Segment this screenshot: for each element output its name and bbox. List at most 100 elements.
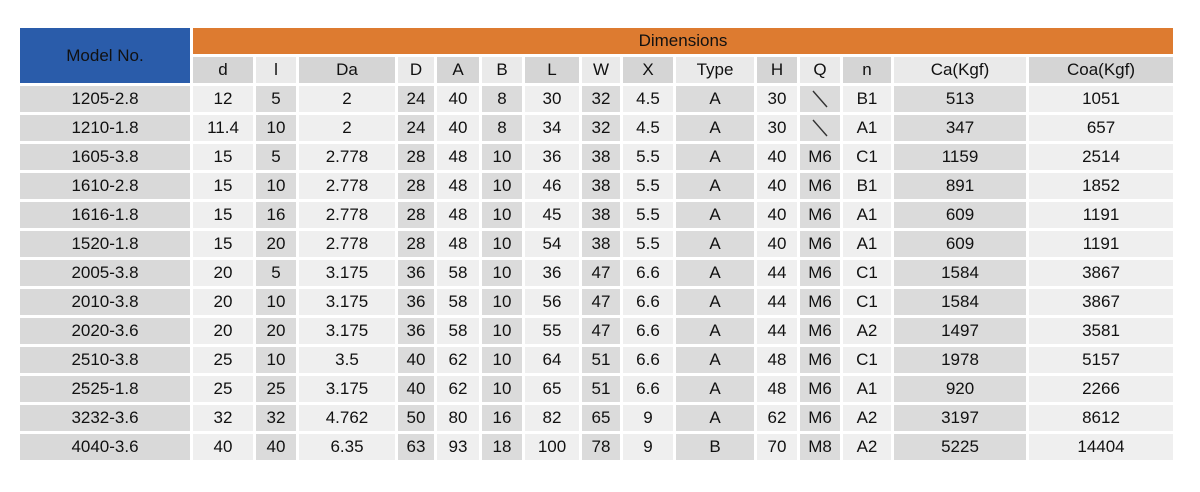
cell-a: 48 [437,202,479,228]
cell-cakgf: 609 [894,202,1026,228]
cell-l: 40 [256,434,296,460]
column-header-l: L [525,57,579,83]
table-row: 1605-3.8 15 5 2.778 28 48 10 36 38 5.5 A 40 M6 C1 1159… [20,144,1173,170]
table-row: 1616-1.8 15 16 2.778 28 48 10 45 38 5.5 A 40 M6 A1 609… [20,202,1173,228]
cell-d: 63 [398,434,434,460]
cell-q: M6 [800,202,840,228]
cell-h: 62 [757,405,797,431]
no-value-slash-icon [812,90,828,108]
cell-l: 56 [525,289,579,315]
cell-a: 48 [437,231,479,257]
column-header-x: X [623,57,673,83]
table-row: 1520-1.8 15 20 2.778 28 48 10 54 38 5.5 A 40 M6 A1 609… [20,231,1173,257]
cell-d: 24 [398,115,434,141]
cell-h: 44 [757,260,797,286]
cell-b: 10 [482,260,522,286]
cell-type: A [676,115,754,141]
model-no-cell: 1205-2.8 [20,86,190,112]
cell-a: 48 [437,144,479,170]
cell-coakgf: 1852 [1029,173,1173,199]
cell-cakgf: 609 [894,231,1026,257]
column-header-coakgf: Coa(Kgf) [1029,57,1173,83]
cell-b: 10 [482,144,522,170]
column-header-type: Type [676,57,754,83]
cell-l: 16 [256,202,296,228]
cell-n: A2 [843,405,891,431]
cell-h: 44 [757,318,797,344]
cell-a: 93 [437,434,479,460]
cell-q: M6 [800,144,840,170]
model-no-cell: 2510-3.8 [20,347,190,373]
cell-b: 10 [482,202,522,228]
model-no-cell: 4040-3.6 [20,434,190,460]
cell-d: 15 [193,173,253,199]
model-no-header: Model No. [20,28,190,83]
model-no-cell: 1610-2.8 [20,173,190,199]
cell-cakgf: 5225 [894,434,1026,460]
cell-a: 40 [437,115,479,141]
cell-type: A [676,144,754,170]
cell-h: 40 [757,144,797,170]
model-no-cell: 2005-3.8 [20,260,190,286]
cell-coakgf: 5157 [1029,347,1173,373]
cell-x: 6.6 [623,318,673,344]
cell-x: 6.6 [623,289,673,315]
cell-q: M6 [800,405,840,431]
cell-a: 58 [437,260,479,286]
cell-n: A2 [843,434,891,460]
cell-l: 5 [256,144,296,170]
cell-d: 32 [193,405,253,431]
cell-q: M6 [800,173,840,199]
cell-l: 36 [525,144,579,170]
cell-q: M8 [800,434,840,460]
cell-l: 10 [256,173,296,199]
cell-w: 51 [582,347,620,373]
cell-a: 62 [437,376,479,402]
cell-da: 4.762 [299,405,395,431]
cell-da: 2.778 [299,173,395,199]
cell-n: A1 [843,231,891,257]
cell-b: 10 [482,173,522,199]
cell-w: 47 [582,318,620,344]
cell-da: 3.175 [299,260,395,286]
cell-x: 6.6 [623,347,673,373]
cell-h: 70 [757,434,797,460]
cell-type: A [676,405,754,431]
cell-d: 24 [398,86,434,112]
table-row: 2020-3.6 20 20 3.175 36 58 10 55 47 6.6 A 44 M6 A2 149… [20,318,1173,344]
cell-x: 5.5 [623,144,673,170]
cell-l: 82 [525,405,579,431]
cell-x: 5.5 [623,202,673,228]
model-no-cell: 1605-3.8 [20,144,190,170]
cell-h: 40 [757,231,797,257]
cell-l: 100 [525,434,579,460]
cell-q: M6 [800,231,840,257]
cell-n: A1 [843,202,891,228]
cell-l: 20 [256,318,296,344]
cell-type: A [676,202,754,228]
model-no-cell: 3232-3.6 [20,405,190,431]
cell-d: 20 [193,260,253,286]
cell-d: 50 [398,405,434,431]
no-value-slash-icon [812,119,828,137]
dimensions-header: Dimensions [193,28,1173,54]
cell-q: M6 [800,347,840,373]
cell-h: 48 [757,347,797,373]
cell-x: 4.5 [623,115,673,141]
cell-da: 3.175 [299,318,395,344]
cell-n: B1 [843,173,891,199]
cell-d: 25 [193,347,253,373]
column-header-da: Da [299,57,395,83]
cell-coakgf: 8612 [1029,405,1173,431]
cell-type: A [676,376,754,402]
cell-d: 36 [398,318,434,344]
cell-da: 2 [299,115,395,141]
cell-w: 65 [582,405,620,431]
cell-x: 4.5 [623,86,673,112]
cell-coakgf: 2514 [1029,144,1173,170]
cell-w: 32 [582,86,620,112]
cell-w: 38 [582,173,620,199]
cell-d: 15 [193,231,253,257]
cell-l: 25 [256,376,296,402]
cell-n: C1 [843,260,891,286]
